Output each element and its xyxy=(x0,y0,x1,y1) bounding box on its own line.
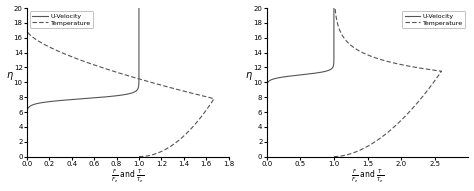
X-axis label: $\frac{F}{F_e}$ and $\frac{T}{T_e}$: $\frac{F}{F_e}$ and $\frac{T}{T_e}$ xyxy=(111,168,145,185)
Legend: U-Velocity, Temperature: U-Velocity, Temperature xyxy=(402,11,465,28)
Y-axis label: $\eta$: $\eta$ xyxy=(246,70,253,82)
X-axis label: $\frac{F}{F_e}$ and $\frac{T}{T_e}$: $\frac{F}{F_e}$ and $\frac{T}{T_e}$ xyxy=(351,168,384,185)
Y-axis label: $\eta$: $\eta$ xyxy=(6,70,13,82)
Legend: U-Velocity, Temperature: U-Velocity, Temperature xyxy=(30,11,93,28)
